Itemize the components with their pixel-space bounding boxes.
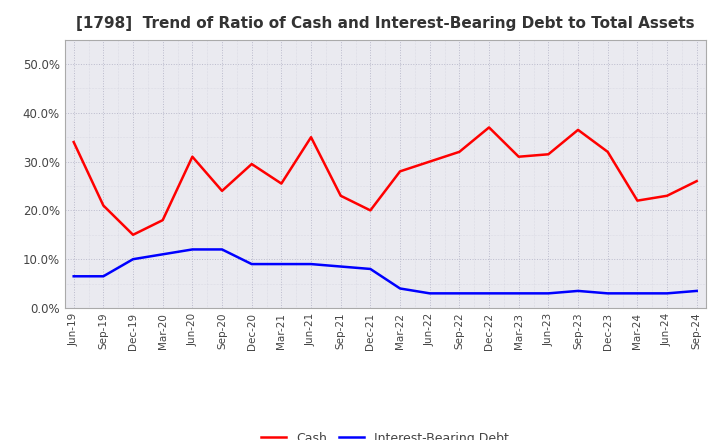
Cash bbox=[603, 149, 612, 154]
Interest-Bearing Debt bbox=[485, 291, 493, 296]
Interest-Bearing Debt bbox=[662, 291, 671, 296]
Interest-Bearing Debt bbox=[217, 247, 226, 252]
Cash bbox=[574, 127, 582, 132]
Cash bbox=[693, 179, 701, 184]
Interest-Bearing Debt bbox=[514, 291, 523, 296]
Interest-Bearing Debt bbox=[603, 291, 612, 296]
Cash bbox=[307, 135, 315, 140]
Cash bbox=[336, 193, 345, 198]
Title: [1798]  Trend of Ratio of Cash and Interest-Bearing Debt to Total Assets: [1798] Trend of Ratio of Cash and Intere… bbox=[76, 16, 695, 32]
Legend: Cash, Interest-Bearing Debt: Cash, Interest-Bearing Debt bbox=[256, 427, 514, 440]
Cash bbox=[366, 208, 374, 213]
Interest-Bearing Debt bbox=[633, 291, 642, 296]
Interest-Bearing Debt bbox=[544, 291, 553, 296]
Interest-Bearing Debt bbox=[336, 264, 345, 269]
Cash bbox=[158, 217, 167, 223]
Line: Cash: Cash bbox=[73, 128, 697, 235]
Cash bbox=[455, 149, 464, 154]
Interest-Bearing Debt bbox=[307, 261, 315, 267]
Interest-Bearing Debt bbox=[693, 288, 701, 293]
Cash bbox=[514, 154, 523, 159]
Cash bbox=[277, 181, 286, 186]
Cash bbox=[217, 188, 226, 194]
Interest-Bearing Debt bbox=[99, 274, 108, 279]
Cash bbox=[633, 198, 642, 203]
Interest-Bearing Debt bbox=[396, 286, 405, 291]
Cash bbox=[662, 193, 671, 198]
Cash bbox=[544, 152, 553, 157]
Interest-Bearing Debt bbox=[426, 291, 434, 296]
Interest-Bearing Debt bbox=[248, 261, 256, 267]
Interest-Bearing Debt bbox=[188, 247, 197, 252]
Cash bbox=[129, 232, 138, 238]
Cash bbox=[248, 161, 256, 167]
Cash bbox=[188, 154, 197, 159]
Cash bbox=[426, 159, 434, 164]
Interest-Bearing Debt bbox=[366, 266, 374, 271]
Interest-Bearing Debt bbox=[129, 257, 138, 262]
Interest-Bearing Debt bbox=[574, 288, 582, 293]
Cash bbox=[69, 139, 78, 145]
Interest-Bearing Debt bbox=[69, 274, 78, 279]
Cash bbox=[396, 169, 405, 174]
Line: Interest-Bearing Debt: Interest-Bearing Debt bbox=[73, 249, 697, 293]
Interest-Bearing Debt bbox=[158, 252, 167, 257]
Cash bbox=[485, 125, 493, 130]
Cash bbox=[99, 203, 108, 208]
Interest-Bearing Debt bbox=[455, 291, 464, 296]
Interest-Bearing Debt bbox=[277, 261, 286, 267]
